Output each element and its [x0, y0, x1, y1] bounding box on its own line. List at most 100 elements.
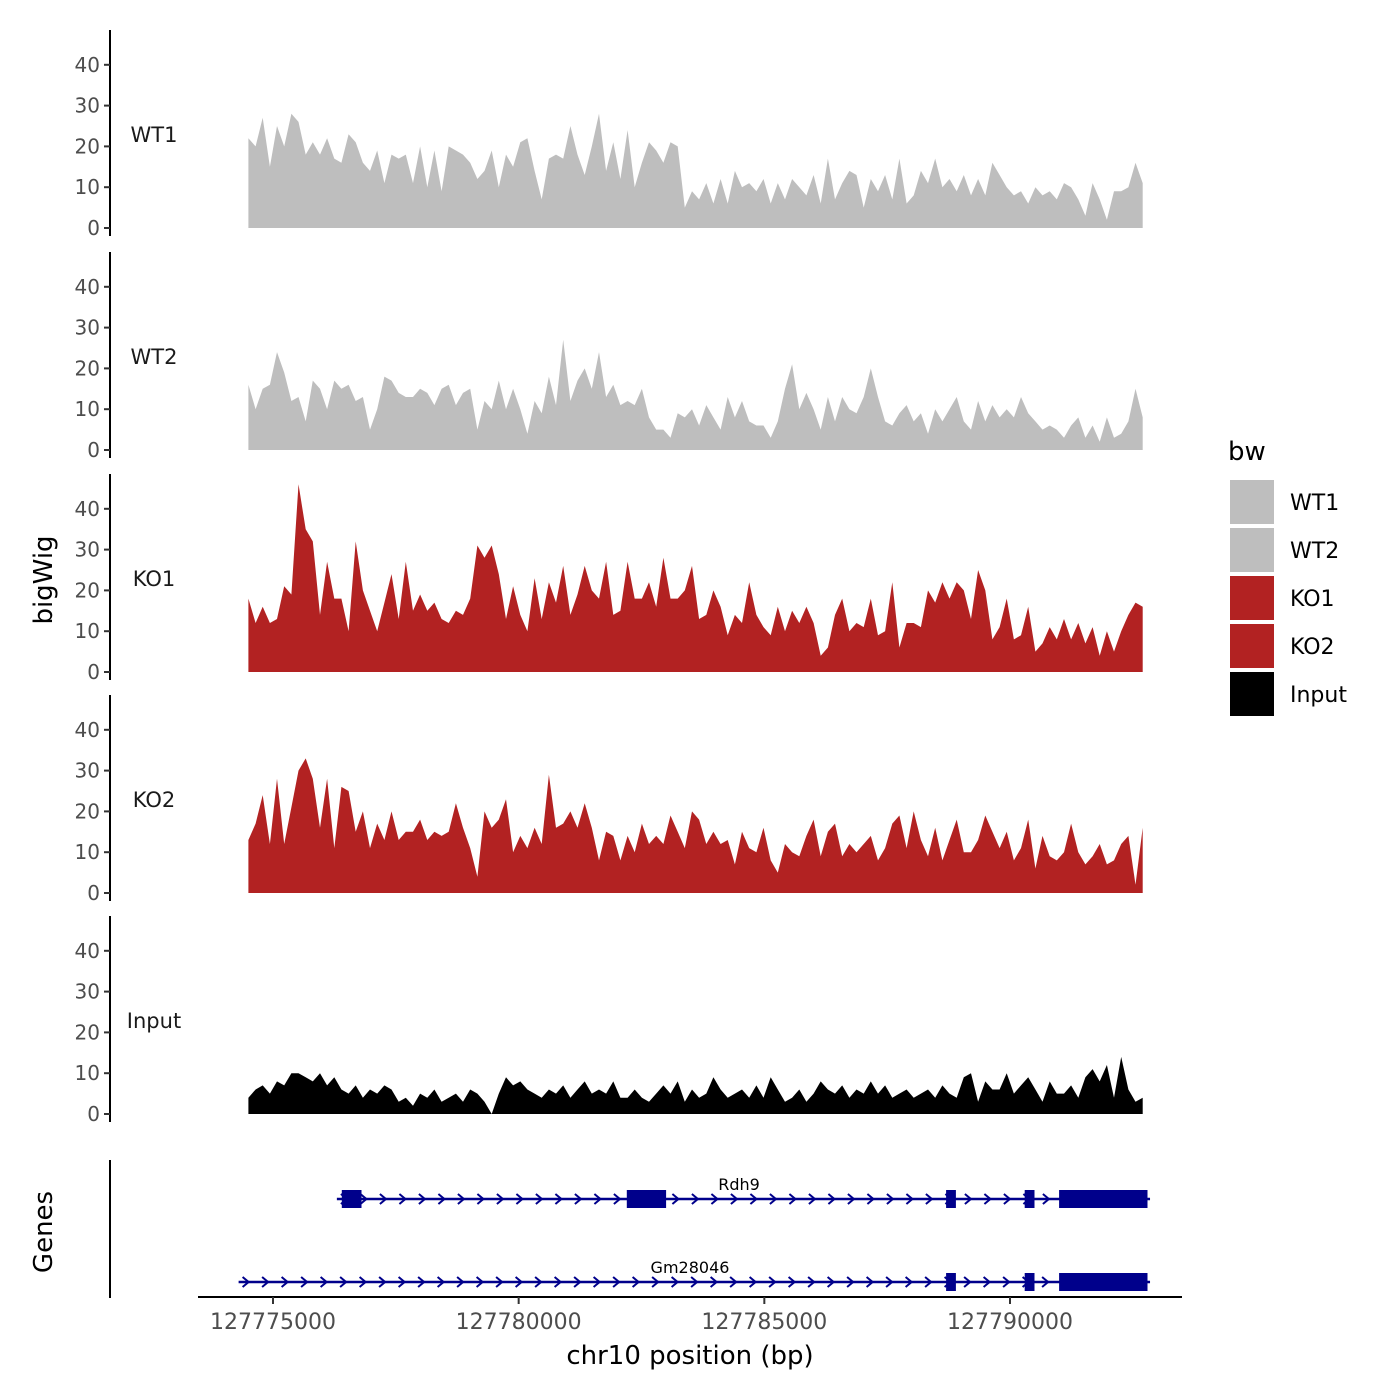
strand-arrow — [651, 1276, 660, 1288]
track-label: WT2 — [131, 345, 178, 369]
strand-arrow — [300, 1276, 309, 1288]
exon — [1024, 1273, 1035, 1291]
strand-arrow — [847, 1193, 856, 1205]
legend-label: WT1 — [1290, 491, 1339, 516]
track-panel-wt1: 0 10 20 30 40 WT1 — [75, 30, 1143, 240]
y-tick-label: 40 — [75, 497, 100, 521]
strand-arrow — [417, 1276, 426, 1288]
strand-arrow — [749, 1193, 758, 1205]
coverage-area-ko2 — [248, 758, 1143, 893]
track-label: KO1 — [133, 567, 176, 591]
strand-arrow — [514, 1276, 524, 1288]
y-tick-label: 0 — [87, 660, 100, 684]
strand-arrow — [358, 1276, 368, 1288]
strand-arrow — [671, 1193, 680, 1205]
legend-swatch — [1230, 624, 1274, 668]
x-tick-label: 127775000 — [210, 1310, 336, 1335]
legend-label: KO1 — [1290, 587, 1335, 612]
legend-item-wt2: WT2 — [1230, 528, 1339, 572]
strand-arrow — [1002, 1276, 1011, 1288]
legend-item-wt1: WT1 — [1230, 480, 1339, 524]
strand-arrow — [983, 1193, 992, 1205]
y-tick-label: 20 — [75, 578, 100, 602]
strand-arrow — [1003, 1193, 1012, 1205]
strand-arrow — [865, 1276, 875, 1288]
legend-item-input: Input — [1230, 672, 1347, 716]
strand-arrow — [613, 1193, 622, 1205]
gene-name-label: Rdh9 — [718, 1175, 760, 1194]
exon — [1024, 1190, 1035, 1208]
legend-swatch — [1230, 528, 1274, 572]
strand-arrow — [436, 1276, 446, 1288]
strand-arrow — [612, 1276, 621, 1288]
y-tick-label: 10 — [75, 1061, 100, 1085]
y-tick-label: 30 — [75, 94, 100, 118]
x-tick-label: 127780000 — [456, 1310, 582, 1335]
gene-name-label: Gm28046 — [651, 1258, 730, 1277]
track-panel-input: 0 10 20 30 40 Input — [75, 916, 1143, 1126]
strand-arrow — [826, 1276, 836, 1288]
strand-arrow — [398, 1193, 407, 1205]
strand-arrow — [553, 1276, 563, 1288]
legend-swatch — [1230, 576, 1274, 620]
strand-arrow — [964, 1193, 973, 1205]
y-tick-label: 10 — [75, 175, 100, 199]
coverage-area-input — [248, 1056, 1143, 1114]
strand-arrow — [456, 1276, 465, 1288]
y-tick-label: 0 — [87, 881, 100, 905]
y-tick-label: 40 — [75, 275, 100, 299]
track-panels: 0 10 20 30 40 WT1 0 10 20 30 40 WT2 0 10 20 30 40 KO1 0 10 2… — [75, 30, 1143, 1126]
legend-label: Input — [1290, 683, 1347, 708]
strand-arrow — [359, 1193, 368, 1205]
y-tick-label: 20 — [75, 799, 100, 823]
legend-swatch — [1230, 480, 1274, 524]
exon — [1059, 1273, 1148, 1291]
coverage-area-wt1 — [248, 113, 1143, 228]
y-tick-label: 10 — [75, 619, 100, 643]
strand-arrow — [319, 1276, 329, 1288]
track-label: WT1 — [131, 123, 178, 147]
track-panel-ko1: 0 10 20 30 40 KO1 — [75, 474, 1143, 684]
strand-arrow — [457, 1193, 466, 1205]
strand-arrow — [280, 1276, 290, 1288]
y-tick-label: 40 — [75, 718, 100, 742]
strand-arrow — [574, 1193, 583, 1205]
track-label: Input — [127, 1009, 181, 1033]
strand-arrow — [807, 1276, 816, 1288]
strand-arrow — [905, 1193, 914, 1205]
strand-arrow — [535, 1193, 544, 1205]
strand-arrow — [709, 1276, 719, 1288]
track-panel-ko2: 0 10 20 30 40 KO2 — [75, 695, 1143, 905]
legend-item-ko2: KO2 — [1230, 624, 1335, 668]
legend-swatch — [1230, 672, 1274, 716]
strand-arrow — [729, 1276, 738, 1288]
y-tick-label: 20 — [75, 134, 100, 158]
y-tick-label: 30 — [75, 316, 100, 340]
strand-arrow — [379, 1193, 388, 1205]
legend-label: WT2 — [1290, 539, 1339, 564]
strand-arrow — [769, 1193, 778, 1205]
y-tick-label: 10 — [75, 840, 100, 864]
x-axis: 127775000 127780000 127785000 127790000 — [198, 1296, 1182, 1335]
strand-arrow — [515, 1193, 524, 1205]
legend: bw WT1 WT2 KO1 KO2 Input — [1228, 437, 1347, 716]
strand-arrow — [808, 1193, 817, 1205]
legend-item-ko1: KO1 — [1230, 576, 1335, 620]
strand-arrow — [885, 1276, 894, 1288]
y-axis-label: bigWig — [29, 535, 59, 624]
strand-arrow — [241, 1276, 251, 1288]
strand-arrow — [534, 1276, 543, 1288]
strand-arrow — [397, 1276, 407, 1288]
strand-arrow — [924, 1276, 933, 1288]
strand-arrow — [1042, 1193, 1051, 1205]
x-tick-label: 127785000 — [701, 1310, 827, 1335]
strand-arrow — [418, 1193, 427, 1205]
y-tick-label: 20 — [75, 1020, 100, 1044]
y-tick-label: 40 — [75, 939, 100, 963]
strand-arrow — [710, 1193, 719, 1205]
genes-axis-label: Genes — [29, 1191, 59, 1273]
exon — [946, 1273, 956, 1291]
strand-arrow — [925, 1193, 934, 1205]
strand-arrow — [495, 1276, 504, 1288]
